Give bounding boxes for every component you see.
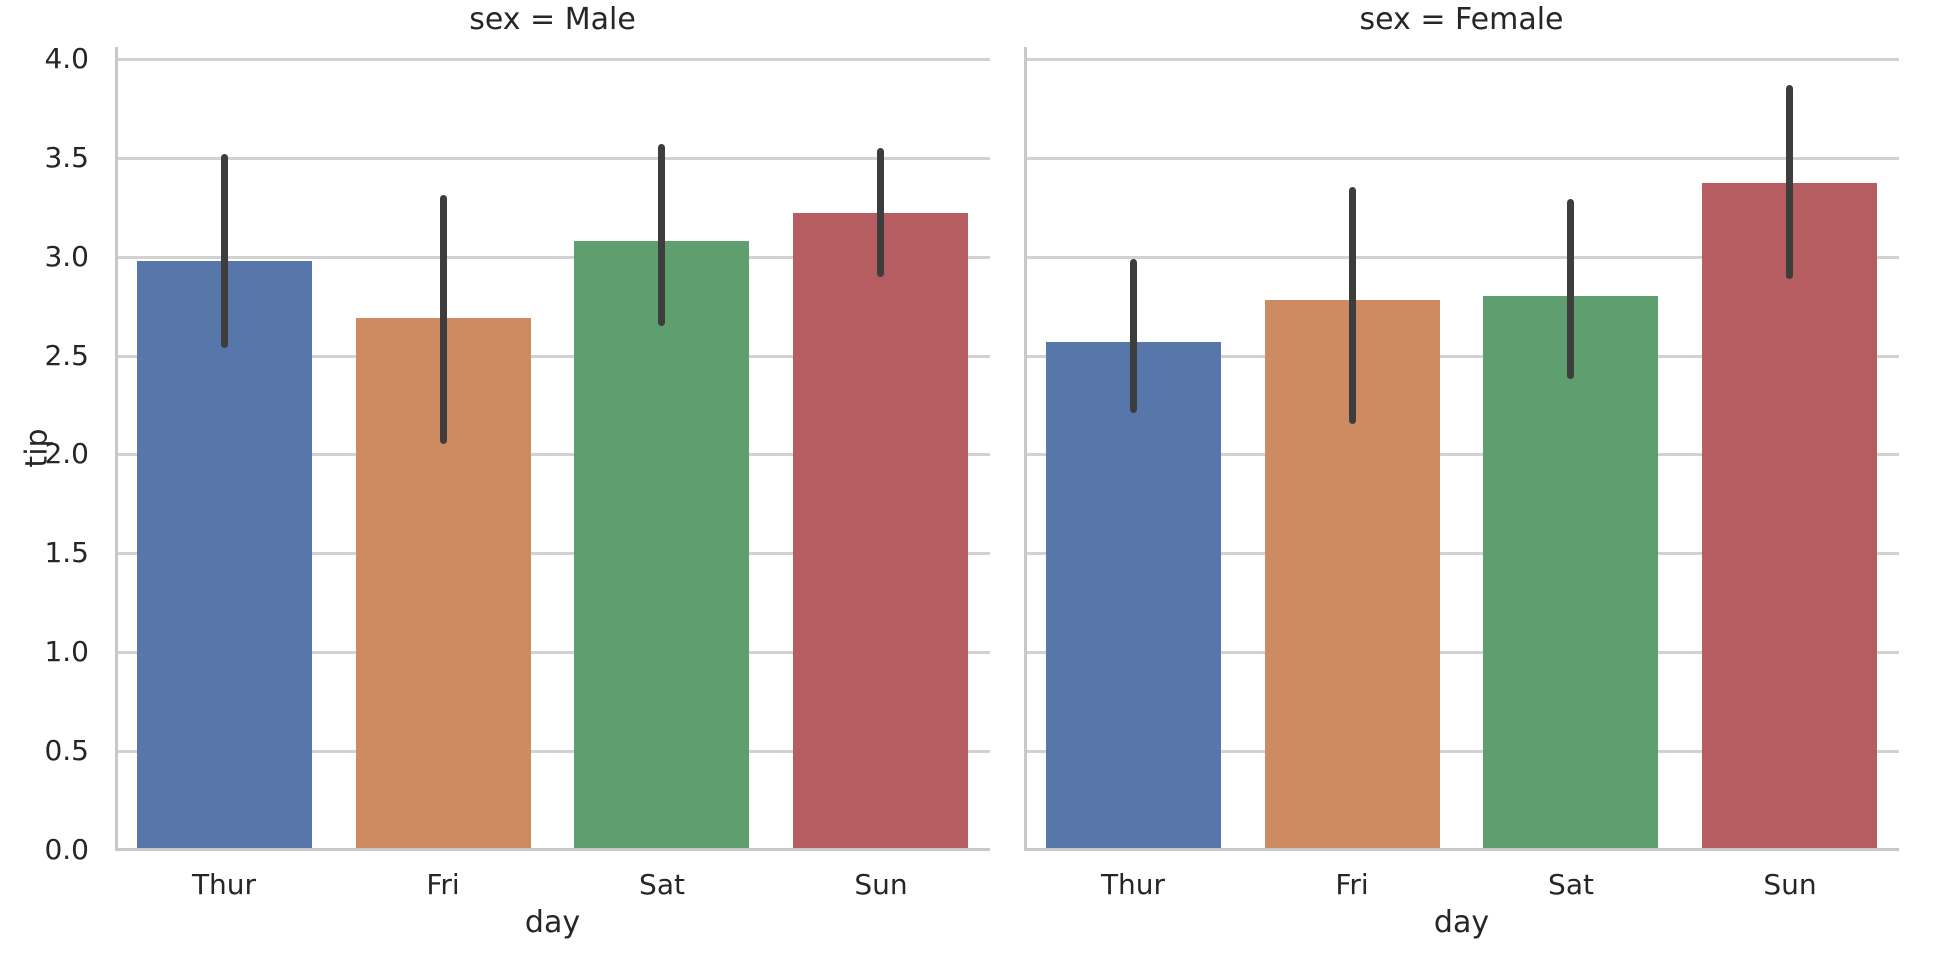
plot-area-male [115,47,990,851]
y-axis-spine [115,47,118,850]
facet-panel-male: sex = Male day Thur Fri Sat Sun [115,0,990,954]
gridline [115,355,990,358]
gridline [1024,58,1899,61]
bar-male-sat [574,241,749,850]
y-tick-label: 1.0 [44,635,89,668]
facet-title-male: sex = Male [469,2,636,37]
errorbar-sun [1786,85,1793,279]
x-tick-label: Sat [639,868,685,901]
x-tick-label: Fri [1335,868,1369,901]
y-tick-label: 0.0 [44,833,89,866]
bar-female-sat [1483,296,1658,850]
bar-female-thur [1046,342,1221,850]
x-axis-spine [1024,848,1899,851]
x-axis-label: day [1433,905,1490,940]
errorbar-sat [1567,199,1574,379]
gridline [1024,256,1899,259]
gridline [115,256,990,259]
y-tick-label: 2.5 [44,339,89,372]
x-tick-label: Fri [426,868,460,901]
gridline [115,157,990,160]
x-tick-label: Thur [191,868,257,901]
gridline [115,453,990,456]
plot-area-female [1024,47,1899,851]
bar-male-sun [793,213,968,850]
y-tick-label: 2.0 [44,437,89,470]
y-tick-label: 1.5 [44,536,89,569]
errorbar-thur [221,154,228,348]
bar-male-thur [137,261,312,850]
y-axis-spine [1024,47,1027,850]
x-tick-label: Sun [1763,868,1817,901]
gridline [1024,651,1899,654]
gridline [115,58,990,61]
gridline [1024,355,1899,358]
bar-female-sun [1702,183,1877,850]
gridline [1024,157,1899,160]
y-tick-label: 4.0 [44,42,89,75]
y-tick-label: 3.5 [44,141,89,174]
facet-title-female: sex = Female [1359,2,1564,37]
x-axis-label: day [524,905,581,940]
errorbar-sat [658,144,665,326]
gridline [1024,750,1899,753]
errorbar-fri [440,195,447,444]
gridline [1024,453,1899,456]
gridline [115,552,990,555]
x-tick-label: Sun [854,868,908,901]
gridline [1024,552,1899,555]
gridline [115,750,990,753]
errorbar-thur [1130,259,1137,413]
x-tick-label: Sat [1548,868,1594,901]
y-tick-label: 0.5 [44,734,89,767]
errorbar-sun [877,148,884,277]
gridline [115,651,990,654]
facet-panel-female: sex = Female day Thur Fri Sat Sun [1024,0,1899,954]
x-tick-label: Thur [1100,868,1166,901]
x-axis-spine [115,848,990,851]
y-tick-label: 3.0 [44,240,89,273]
errorbar-fri [1349,187,1356,424]
